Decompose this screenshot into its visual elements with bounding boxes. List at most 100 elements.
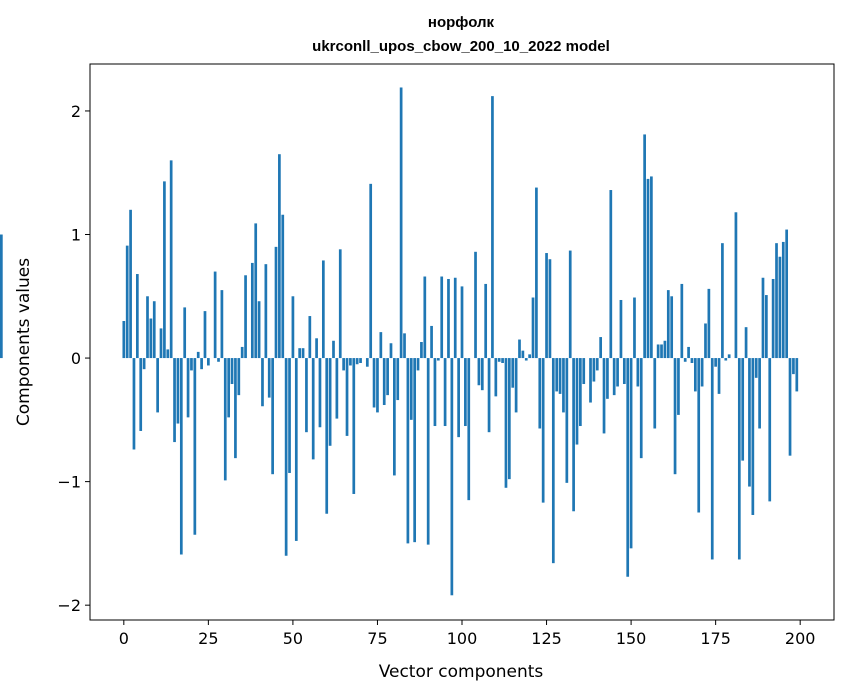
bar xyxy=(575,358,579,445)
bar xyxy=(639,358,643,459)
bar xyxy=(487,358,491,433)
bar xyxy=(406,358,410,544)
bar xyxy=(129,209,132,359)
bar xyxy=(626,358,630,577)
bar xyxy=(724,358,728,361)
bar xyxy=(545,253,548,359)
bars-group xyxy=(0,87,799,596)
bar xyxy=(321,260,325,359)
bar xyxy=(768,358,772,502)
bar xyxy=(281,214,285,359)
bar xyxy=(291,296,295,359)
bar xyxy=(562,358,565,413)
bar xyxy=(616,358,619,387)
bar xyxy=(707,288,711,359)
bar xyxy=(504,358,508,488)
bar xyxy=(122,321,126,359)
bar xyxy=(338,249,342,359)
bar xyxy=(528,354,531,359)
x-axis-label: Vector components xyxy=(379,662,544,682)
bar xyxy=(704,323,707,359)
bar xyxy=(372,358,376,408)
bar xyxy=(670,296,674,359)
bar xyxy=(403,333,406,359)
bar xyxy=(132,358,136,450)
bar xyxy=(507,358,511,480)
bar xyxy=(423,276,427,359)
bar xyxy=(179,358,183,555)
bar xyxy=(727,354,731,359)
bar xyxy=(433,358,437,427)
bar xyxy=(650,176,653,359)
x-tick-label: 25 xyxy=(198,629,218,648)
bar xyxy=(656,344,660,359)
bar xyxy=(267,358,271,398)
bar xyxy=(673,358,677,475)
bar xyxy=(169,160,173,359)
bar xyxy=(450,358,454,596)
bar xyxy=(399,87,403,359)
bar xyxy=(396,358,400,401)
bar xyxy=(514,358,518,413)
bar xyxy=(535,187,538,359)
bar xyxy=(389,343,393,359)
bar xyxy=(460,286,464,359)
y-tick-label: −1 xyxy=(57,473,81,492)
bar xyxy=(551,358,555,564)
bar xyxy=(332,340,335,359)
bar xyxy=(785,229,789,359)
bar xyxy=(298,348,302,359)
bar xyxy=(494,358,498,397)
bar xyxy=(761,277,765,359)
y-tick-label: −2 xyxy=(57,596,81,615)
bar xyxy=(318,358,322,428)
bar xyxy=(200,358,203,370)
bar xyxy=(582,358,586,385)
bar xyxy=(751,358,755,515)
bar xyxy=(480,358,484,391)
bar xyxy=(771,278,775,359)
bar xyxy=(152,301,156,359)
bar xyxy=(237,358,241,396)
y-tick-label: 2 xyxy=(71,102,81,121)
bar xyxy=(754,358,758,378)
x-tick-label: 200 xyxy=(785,629,816,648)
bar xyxy=(305,358,308,433)
bar xyxy=(230,358,234,385)
bar xyxy=(146,296,149,359)
bar xyxy=(717,358,721,394)
bar xyxy=(775,243,778,359)
bar xyxy=(342,358,345,371)
bar xyxy=(0,234,3,359)
bar xyxy=(795,358,799,392)
bar xyxy=(653,358,657,429)
bar xyxy=(748,358,751,487)
bar xyxy=(271,358,274,475)
bar xyxy=(254,223,258,359)
bar xyxy=(139,358,143,431)
bar xyxy=(633,297,636,359)
bar xyxy=(301,348,305,359)
plot-frame xyxy=(89,63,835,621)
bar xyxy=(568,250,572,359)
bar xyxy=(792,358,795,375)
bar xyxy=(758,358,761,429)
bar xyxy=(416,358,420,371)
bar xyxy=(335,358,339,419)
bar xyxy=(531,297,535,359)
bar xyxy=(278,154,281,359)
bar xyxy=(190,358,193,371)
bar xyxy=(274,246,278,359)
bar xyxy=(690,358,694,363)
bar xyxy=(193,358,197,535)
bar xyxy=(595,358,599,371)
x-tick-label: 50 xyxy=(283,629,303,648)
bar xyxy=(558,358,562,394)
bar xyxy=(173,358,176,443)
bar xyxy=(666,290,670,359)
bar xyxy=(683,358,687,362)
bar xyxy=(386,358,389,396)
bar xyxy=(227,358,231,418)
bar xyxy=(379,332,383,359)
